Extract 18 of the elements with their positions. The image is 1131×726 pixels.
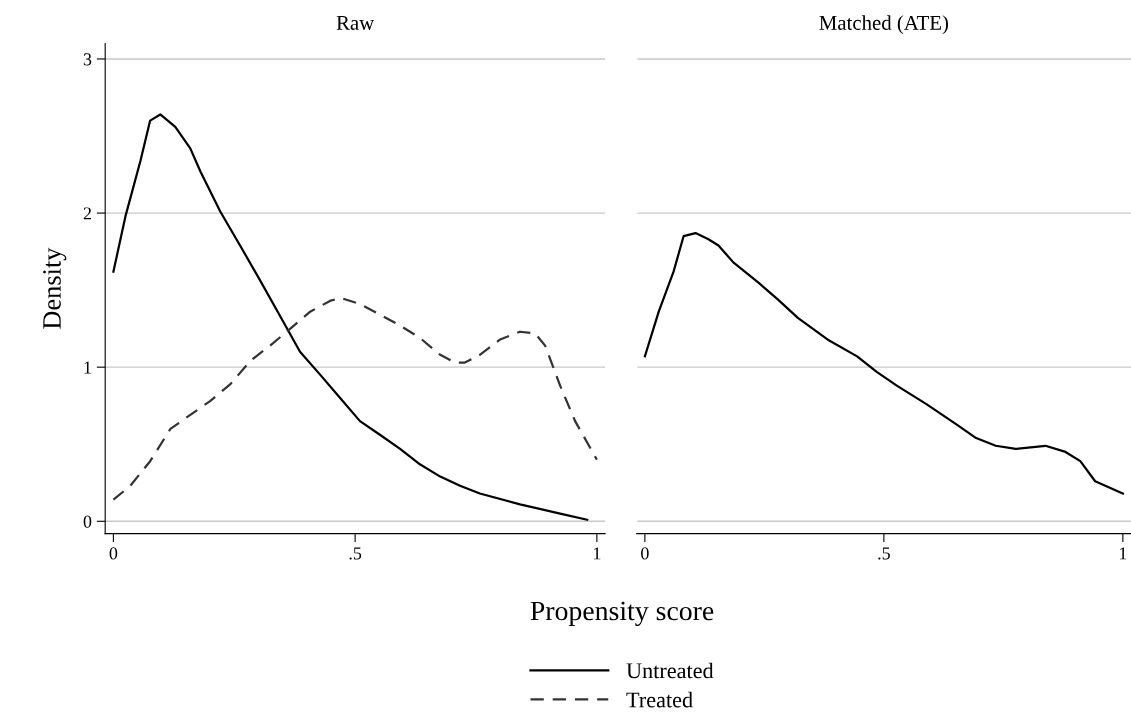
x-tick-label: 0 <box>109 547 118 560</box>
legend-label: Untreated <box>626 662 714 679</box>
chart-title: Raw <box>336 16 375 30</box>
x-tick-label: .5 <box>349 547 362 560</box>
x-tick-label: 1 <box>593 547 601 560</box>
x-axis-title: Propensity score <box>530 601 714 627</box>
y-tick-label: 3 <box>83 53 92 66</box>
chart-title: Matched (ATE) <box>819 15 949 35</box>
y-tick-label: 1 <box>84 361 91 374</box>
legend-label: Treated <box>626 691 693 708</box>
y-tick-label: 0 <box>83 515 92 528</box>
x-tick-label: 0 <box>641 547 649 560</box>
y-axis-title: Density <box>43 247 67 329</box>
line-series <box>112 113 589 521</box>
x-tick-label: 1 <box>1119 547 1127 560</box>
x-tick-label: .5 <box>878 547 890 560</box>
y-tick-label: 2 <box>83 207 91 220</box>
line-series <box>112 296 598 501</box>
